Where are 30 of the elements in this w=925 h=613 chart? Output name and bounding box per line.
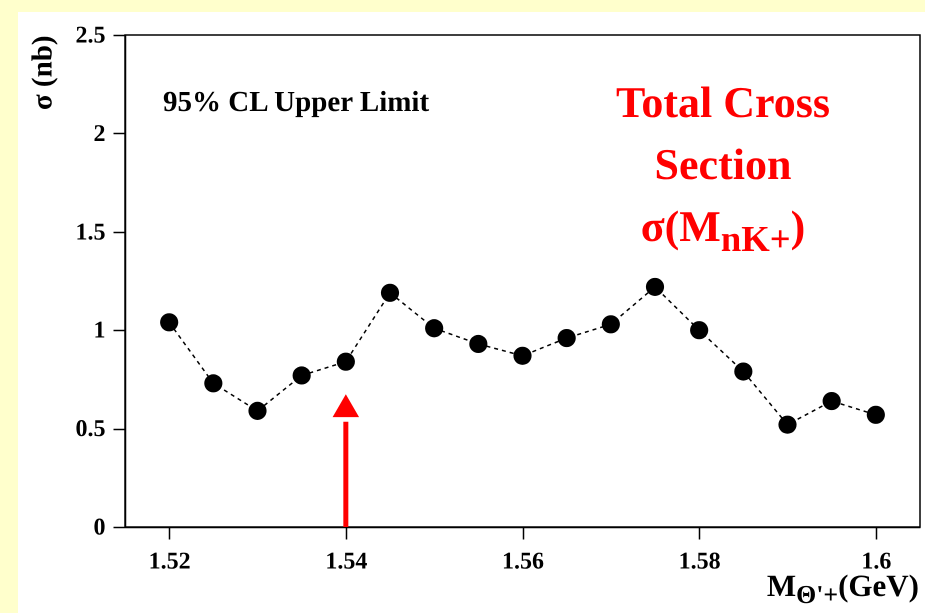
point [558,329,576,348]
point [602,315,620,334]
point [248,402,267,420]
point [646,278,664,296]
y-tick-label: 1 [94,318,106,344]
y-tick-label: 0 [94,514,106,540]
point [690,321,708,340]
x-tick-label: 1.58 [678,548,721,574]
point [469,334,488,354]
x-tick-label: 1.52 [148,548,191,574]
point [513,346,532,365]
point [778,416,797,434]
point [160,313,178,332]
annotation: Total Cross Section σ(M$_{nK+}$) [615,77,831,261]
y-axis-title: σ (nb) [26,36,58,110]
point [822,392,841,410]
point [336,352,355,371]
y-tick-label: 2 [94,120,106,147]
point [425,319,444,338]
point [734,362,752,381]
y-tick-label: 0.5 [76,416,106,442]
point [204,374,222,392]
x-tick-label: 1.54 [325,548,368,574]
x-tick-label: 1.56 [502,548,544,574]
annotation: 95% CL Upper Limit [163,86,430,119]
point [380,284,400,302]
point [866,406,885,424]
point [292,366,311,385]
y-tick-label: 1.5 [76,219,106,246]
y-tick-label: 2.5 [76,22,106,48]
